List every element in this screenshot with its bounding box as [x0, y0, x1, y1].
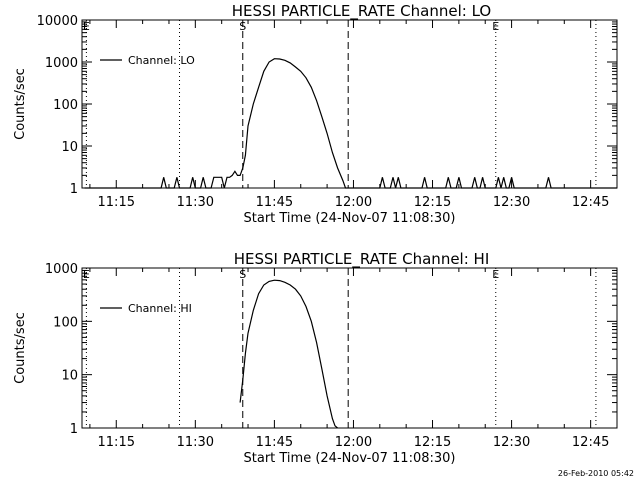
y-tick-label: 1	[70, 422, 78, 437]
x-axis-label: Start Time (24-Nov-07 11:08:30)	[244, 211, 456, 226]
plot-frame	[81, 267, 618, 429]
y-tick-label: 10	[61, 140, 78, 155]
chart-panel-1: HESSI PARTICLE_RATE Channel: HI 11:15 11:3…	[13, 250, 618, 466]
x-tick-label: 11:15	[98, 435, 135, 450]
x-tick-label: 11:45	[256, 435, 293, 450]
x-tick-label: 12:00	[335, 435, 372, 450]
x-tick-label: 12:15	[414, 195, 451, 210]
y-tick-label: 1000	[45, 56, 78, 71]
x-tick-label: 12:00	[335, 195, 372, 210]
legend-entry: Channel: HI	[128, 302, 192, 315]
event-marker-label: E	[492, 268, 499, 281]
x-axis-label: Start Time (24-Nov-07 11:08:30)	[244, 451, 456, 466]
x-tick-label: 11:30	[177, 195, 214, 210]
chart-panel-0: HESSI PARTICLE_RATE Channel: LO 11:15 11:3…	[13, 2, 618, 226]
chart-title: HESSI PARTICLE_RATE Channel: HI	[234, 250, 490, 269]
y-tick-label: 10000	[37, 14, 78, 29]
event-marker-label: E	[83, 20, 90, 33]
x-tick-label: 11:45	[256, 195, 293, 210]
event-marker-label: S	[239, 268, 246, 281]
x-tick-label: 12:30	[493, 435, 530, 450]
x-tick-label: 12:45	[572, 435, 609, 450]
x-tick-label: 11:15	[98, 195, 135, 210]
timestamp: 26-Feb-2010 05:42	[557, 469, 634, 478]
y-tick-label: 1	[70, 182, 78, 197]
y-tick-label: 10	[61, 369, 78, 384]
y-tick-label: 1000	[45, 262, 78, 277]
y-tick-label: 100	[53, 315, 78, 330]
series-line	[84, 58, 617, 189]
y-tick-label: 100	[53, 98, 78, 113]
x-tick-label: 12:30	[493, 195, 530, 210]
event-marker-label: E	[83, 268, 90, 281]
y-axis-label: Counts/sec	[13, 68, 28, 140]
legend-entry: Channel: LO	[128, 54, 195, 67]
chart-title: HESSI PARTICLE_RATE Channel: LO	[232, 2, 491, 21]
plot-frame	[81, 19, 618, 189]
x-tick-label: 11:30	[177, 435, 214, 450]
y-axis-label: Counts/sec	[13, 312, 28, 384]
x-tick-label: 12:45	[572, 195, 609, 210]
series-line	[239, 279, 338, 429]
x-tick-label: 12:15	[414, 435, 451, 450]
event-marker-label: E	[492, 20, 499, 33]
event-marker-label: S	[239, 20, 246, 33]
